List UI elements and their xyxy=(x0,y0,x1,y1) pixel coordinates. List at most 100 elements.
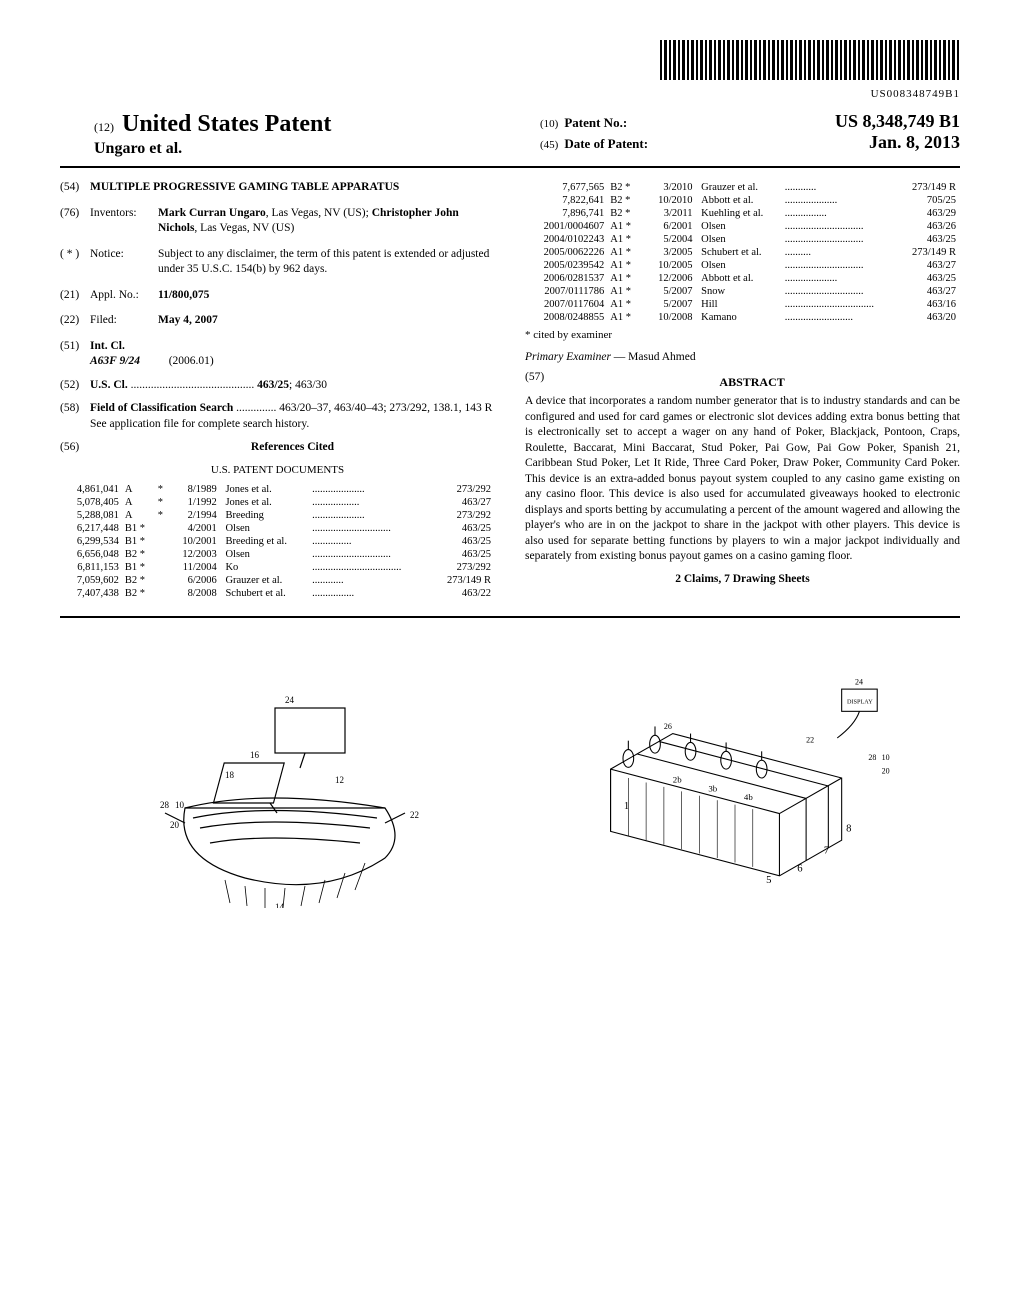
ref-row: 6,656,048B2 *12/2003 Olsen..............… xyxy=(62,549,493,560)
fig2-label-5: 5 xyxy=(766,875,771,886)
ref-row: 2006/0281537A1 *12/2006 Abbott et al....… xyxy=(527,273,958,284)
fig1-label-20: 20 xyxy=(170,820,180,830)
fstar-label: Notice: xyxy=(90,247,158,278)
figures-area: 24 16 18 12 28 10 20 22 14 xyxy=(60,638,960,918)
fig2-label-10: 10 xyxy=(882,753,890,762)
patent-header: (12) United States Patent Ungaro et al. … xyxy=(60,111,960,168)
fig2-label-24: 24 xyxy=(855,677,863,686)
f54-num: (54) xyxy=(60,180,90,196)
patent-no-label: Patent No.: xyxy=(564,115,627,131)
ref-row: 5,288,081A*2/1994 Breeding..............… xyxy=(62,510,493,521)
barcode-graphic xyxy=(660,40,960,80)
field-search: Field of Classification Search .........… xyxy=(90,401,495,432)
figure-1: 24 16 18 12 28 10 20 22 14 xyxy=(125,648,445,908)
fig2-label-20: 20 xyxy=(882,766,890,775)
fig1-label-10: 10 xyxy=(175,800,185,810)
ref-row: 7,059,602B2 *6/2006 Grauzer et al.......… xyxy=(62,575,493,586)
fig2-label-7: 7 xyxy=(824,845,830,856)
refs-cited: References Cited xyxy=(90,440,495,456)
ref-row: 6,217,448B1 *4/2001 Olsen...............… xyxy=(62,523,493,534)
dop: Jan. 8, 2013 xyxy=(869,132,960,153)
us-cl: U.S. Cl. ...............................… xyxy=(90,378,495,394)
fig2-label-4b: 4b xyxy=(744,792,753,802)
right-column: 7,677,565B2 *3/2010 Grauzer et al.......… xyxy=(525,180,960,601)
header-twelve: (12) xyxy=(94,120,114,135)
fig1-label-22: 22 xyxy=(410,810,419,820)
header-fortyfive: (45) xyxy=(540,139,558,151)
header-inventor-short: Ungaro et al. xyxy=(94,140,182,158)
examiner-row: Primary Examiner — Masud Ahmed xyxy=(525,351,960,363)
refs-cited-label: References Cited xyxy=(251,441,334,453)
fig2-label-2b: 2b xyxy=(673,774,682,784)
int-cl-label: Int. Cl. xyxy=(90,340,125,352)
ref-row: 7,677,565B2 *3/2010 Grauzer et al.......… xyxy=(527,182,958,193)
fig1-label-12: 12 xyxy=(335,775,344,785)
field-search-val: .............. 463/20–37, 463/40–43; 273… xyxy=(233,402,492,414)
fig1-label-24: 24 xyxy=(285,695,295,705)
refs-table-left: 4,861,041A*8/1989 Jones et al...........… xyxy=(60,482,495,601)
abstract-text: A device that incorporates a random numb… xyxy=(525,394,960,565)
int-cl-code: A63F 9/24 xyxy=(90,355,140,367)
ref-row: 2005/0062226A1 *3/2005 Schubert et al...… xyxy=(527,247,958,258)
dop-label: Date of Patent: xyxy=(564,136,648,152)
us-patent-docs: U.S. PATENT DOCUMENTS xyxy=(60,464,495,476)
header-ten: (10) xyxy=(540,118,558,130)
int-cl-year: (2006.01) xyxy=(169,355,214,367)
fig1-label-14: 14 xyxy=(275,902,285,908)
header-left: (12) United States Patent Ungaro et al. xyxy=(60,111,510,158)
abstract-label: ABSTRACT xyxy=(544,375,960,390)
filed-date: May 4, 2007 xyxy=(158,313,495,329)
ref-row: 2007/0111786A1 *5/2007 Snow.............… xyxy=(527,286,958,297)
f76-num: (76) xyxy=(60,206,90,237)
fig2-label-26: 26 xyxy=(664,722,672,731)
ref-row: 5,078,405A*1/1992 Jones et al...........… xyxy=(62,497,493,508)
ref-row: 2008/0248855A1 *10/2008 Kamano..........… xyxy=(527,312,958,323)
f76-label: Inventors: xyxy=(90,206,158,237)
field-search-label: Field of Classification Search xyxy=(90,402,233,414)
invention-title: MULTIPLE PROGRESSIVE GAMING TABLE APPARA… xyxy=(90,180,495,196)
ref-row: 2001/0004607A1 *6/2001 Olsen............… xyxy=(527,221,958,232)
ref-row: 4,861,041A*8/1989 Jones et al...........… xyxy=(62,484,493,495)
fig2-label-22: 22 xyxy=(806,735,814,744)
ref-row: 7,896,741B2 *3/2011 Kuehling et al......… xyxy=(527,208,958,219)
left-column: (54) MULTIPLE PROGRESSIVE GAMING TABLE A… xyxy=(60,180,495,601)
f56-num: (56) xyxy=(60,440,90,456)
patent-no: US 8,348,749 B1 xyxy=(835,111,960,132)
f22-label: Filed: xyxy=(90,313,158,329)
inventor-2-loc: , Las Vegas, NV (US) xyxy=(194,222,294,234)
f21-num: (21) xyxy=(60,288,90,304)
main-columns: (54) MULTIPLE PROGRESSIVE GAMING TABLE A… xyxy=(60,180,960,618)
fig1-label-28: 28 xyxy=(160,800,170,810)
claims-line: 2 Claims, 7 Drawing Sheets xyxy=(525,573,960,585)
f22-num: (22) xyxy=(60,313,90,329)
figure-2: DISPLAY 24 22 26 28 10 20 1 2b 3b 4b 8 7… xyxy=(575,648,895,908)
f21-label: Appl. No.: xyxy=(90,288,158,304)
fig2-label-3b: 3b xyxy=(708,783,717,793)
fstar-num: ( * ) xyxy=(60,247,90,278)
ref-row: 7,407,438B2 *8/2008 Schubert et al......… xyxy=(62,588,493,599)
fig1-label-18: 18 xyxy=(225,770,235,780)
ref-row: 2004/0102243A1 *5/2004 Olsen............… xyxy=(527,234,958,245)
us-cl-main: 463/25 xyxy=(257,379,289,391)
fig2-label-8: 8 xyxy=(846,823,851,834)
examiner-label: Primary Examiner xyxy=(525,351,611,363)
f51-num: (51) xyxy=(60,339,90,370)
appl-no: 11/800,075 xyxy=(158,288,495,304)
fig2-label-28: 28 xyxy=(868,753,876,762)
notice-text: Subject to any disclaimer, the term of t… xyxy=(158,247,495,278)
barcode-text: US008348749B1 xyxy=(871,88,960,100)
fig1-label-16: 16 xyxy=(250,750,260,760)
fig2-label-6: 6 xyxy=(797,863,803,874)
fig2-display: DISPLAY xyxy=(847,698,873,705)
field-search-note: See application file for complete search… xyxy=(90,418,309,430)
f57-num: (57) xyxy=(525,371,544,394)
us-cl-dots: ........................................… xyxy=(128,379,257,391)
ref-row: 6,811,153B1 *11/2004 Ko.................… xyxy=(62,562,493,573)
examiner-name: — Masud Ahmed xyxy=(611,351,696,363)
cited-by-examiner: * cited by examiner xyxy=(525,329,960,341)
inventors-text: Mark Curran Ungaro, Las Vegas, NV (US); … xyxy=(158,206,495,237)
ref-row: 2007/0117604A1 *5/2007 Hill.............… xyxy=(527,299,958,310)
f58-num: (58) xyxy=(60,401,90,432)
fig2-label-1: 1 xyxy=(624,801,629,812)
refs-table-right: 7,677,565B2 *3/2010 Grauzer et al.......… xyxy=(525,180,960,325)
